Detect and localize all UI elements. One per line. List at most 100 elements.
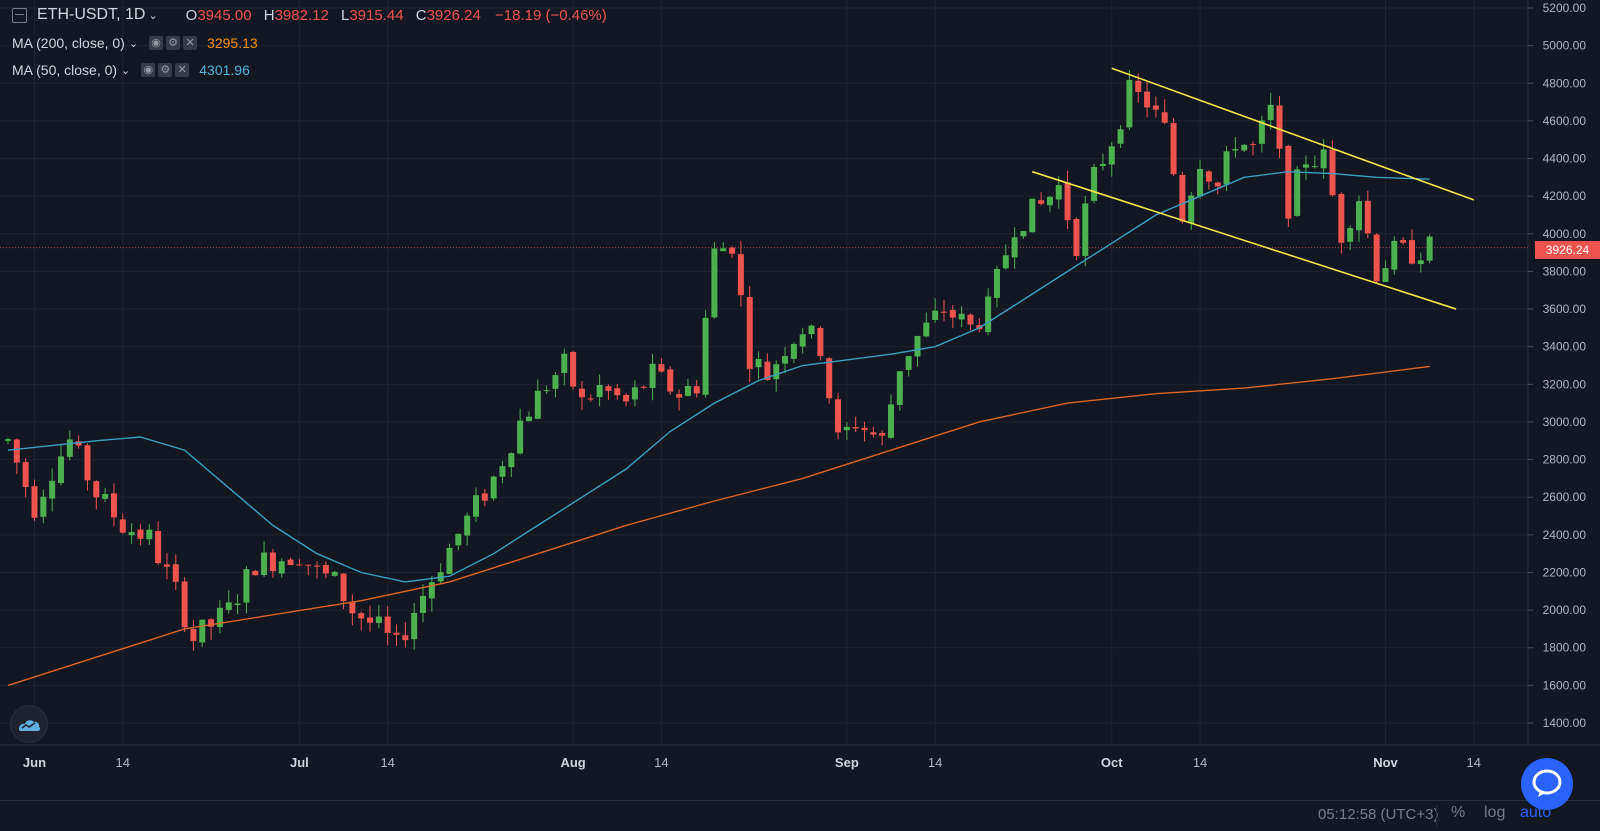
candle-body [464,515,471,536]
chevron-down-icon[interactable]: ⌄ [121,64,131,77]
candle-body [1408,240,1415,264]
candle-body [667,369,674,392]
candle-body [755,358,762,368]
candle-body [1179,174,1186,222]
candle-body [861,427,868,431]
trendline[interactable] [1111,67,1475,201]
x-tick-label: 14 [116,755,130,770]
candle-body [199,619,206,643]
candle-body [499,466,506,477]
candle-body [296,564,303,566]
trendline[interactable] [1032,170,1457,310]
candle-body [508,453,515,468]
chat-button[interactable] [1521,758,1573,810]
ma50-line [7,170,1430,583]
candle-body [1170,122,1177,175]
candle-body [1152,105,1159,110]
bottom-toolbar [0,800,1600,831]
interval-chevron-icon[interactable]: ⌄ [148,9,158,22]
collapse-icon[interactable] [12,7,27,23]
candle-body [985,296,992,333]
candle-body [1258,120,1265,144]
candle-body [1073,218,1080,256]
y-tick-label: 3400.00 [1543,340,1587,354]
x-tick-label: Jun [23,755,46,770]
y-tick-label: 3200.00 [1543,377,1587,391]
candle-body [896,371,903,405]
candle-body [1329,149,1336,196]
candle-body [561,353,568,373]
candle-body [534,390,541,419]
candle-body [623,394,630,402]
candle-body [110,493,117,518]
candle-body [799,334,806,347]
candle-body [1382,268,1389,282]
tradingview-logo[interactable] [10,705,48,743]
candle-body [649,363,656,389]
log-toggle[interactable]: log [1484,804,1506,821]
candle-body [702,317,709,395]
candle-body [1311,166,1318,168]
candle-body [340,573,347,602]
candle-body [1126,79,1133,128]
ma200-label[interactable]: MA (200, close, 0) [12,35,125,51]
close-icon[interactable]: ✕ [175,63,190,77]
symbol-label[interactable]: ETH-USDT, 1D [37,6,146,23]
candle-body [905,356,912,370]
candle-body [631,387,638,400]
candle-body [949,309,956,318]
candle-body [367,617,374,623]
candle-body [525,416,532,422]
candle-body [1082,203,1089,256]
ma200-line [7,365,1430,687]
candle-body [314,565,321,567]
eye-icon[interactable]: ◉ [141,63,156,77]
candle-body [402,635,409,641]
y-tick-label: 1600.00 [1543,678,1587,692]
candle-body [31,486,38,518]
candle-body [208,619,215,627]
candle-body [1002,255,1009,269]
x-tick-label: Oct [1101,755,1123,770]
percent-toggle[interactable]: % [1451,804,1466,821]
y-tick-label: 2000.00 [1543,603,1587,617]
candle-body [517,420,524,454]
candle-body [490,476,497,499]
candle-body [879,433,886,436]
candle-body [234,603,241,606]
candle-body [993,269,1000,298]
candle-body [75,441,82,446]
x-tick-label: 14 [380,755,394,770]
candle-body [358,613,365,619]
candle-body [1099,163,1106,166]
candle-body [137,529,144,539]
candle-body [1117,129,1124,144]
chevron-down-icon[interactable]: ⌄ [128,37,139,50]
candle-body [817,327,824,357]
candle-body [684,386,691,396]
candle-body [375,616,382,623]
settings-icon[interactable]: ⚙ [166,36,181,50]
y-tick-label: 3600.00 [1543,302,1587,316]
chat-bubble-icon [1532,769,1562,797]
ohlc-values: O3945.00 H3982.12 L3915.44 C3926.24 −18.… [185,6,607,24]
candle-body [711,248,718,318]
candle-body [1241,144,1248,151]
y-tick-label: 4600.00 [1543,114,1587,128]
eye-icon[interactable]: ◉ [149,36,164,50]
candle-body [1011,237,1018,258]
candle-body [1347,228,1354,242]
close-icon[interactable]: ✕ [183,36,198,50]
y-tick-label: 4200.00 [1543,189,1587,203]
candle-body [1364,200,1371,234]
candle-body [676,394,683,398]
candle-body [1144,91,1151,108]
candle-body [1276,105,1283,149]
price-change: −18.19 (−0.46%) [495,6,607,24]
candle-body [1250,144,1257,146]
candle-body [40,496,47,517]
ma50-label[interactable]: MA (50, close, 0) [12,62,118,78]
candle-body [1373,234,1380,282]
settings-icon[interactable]: ⚙ [158,63,173,77]
